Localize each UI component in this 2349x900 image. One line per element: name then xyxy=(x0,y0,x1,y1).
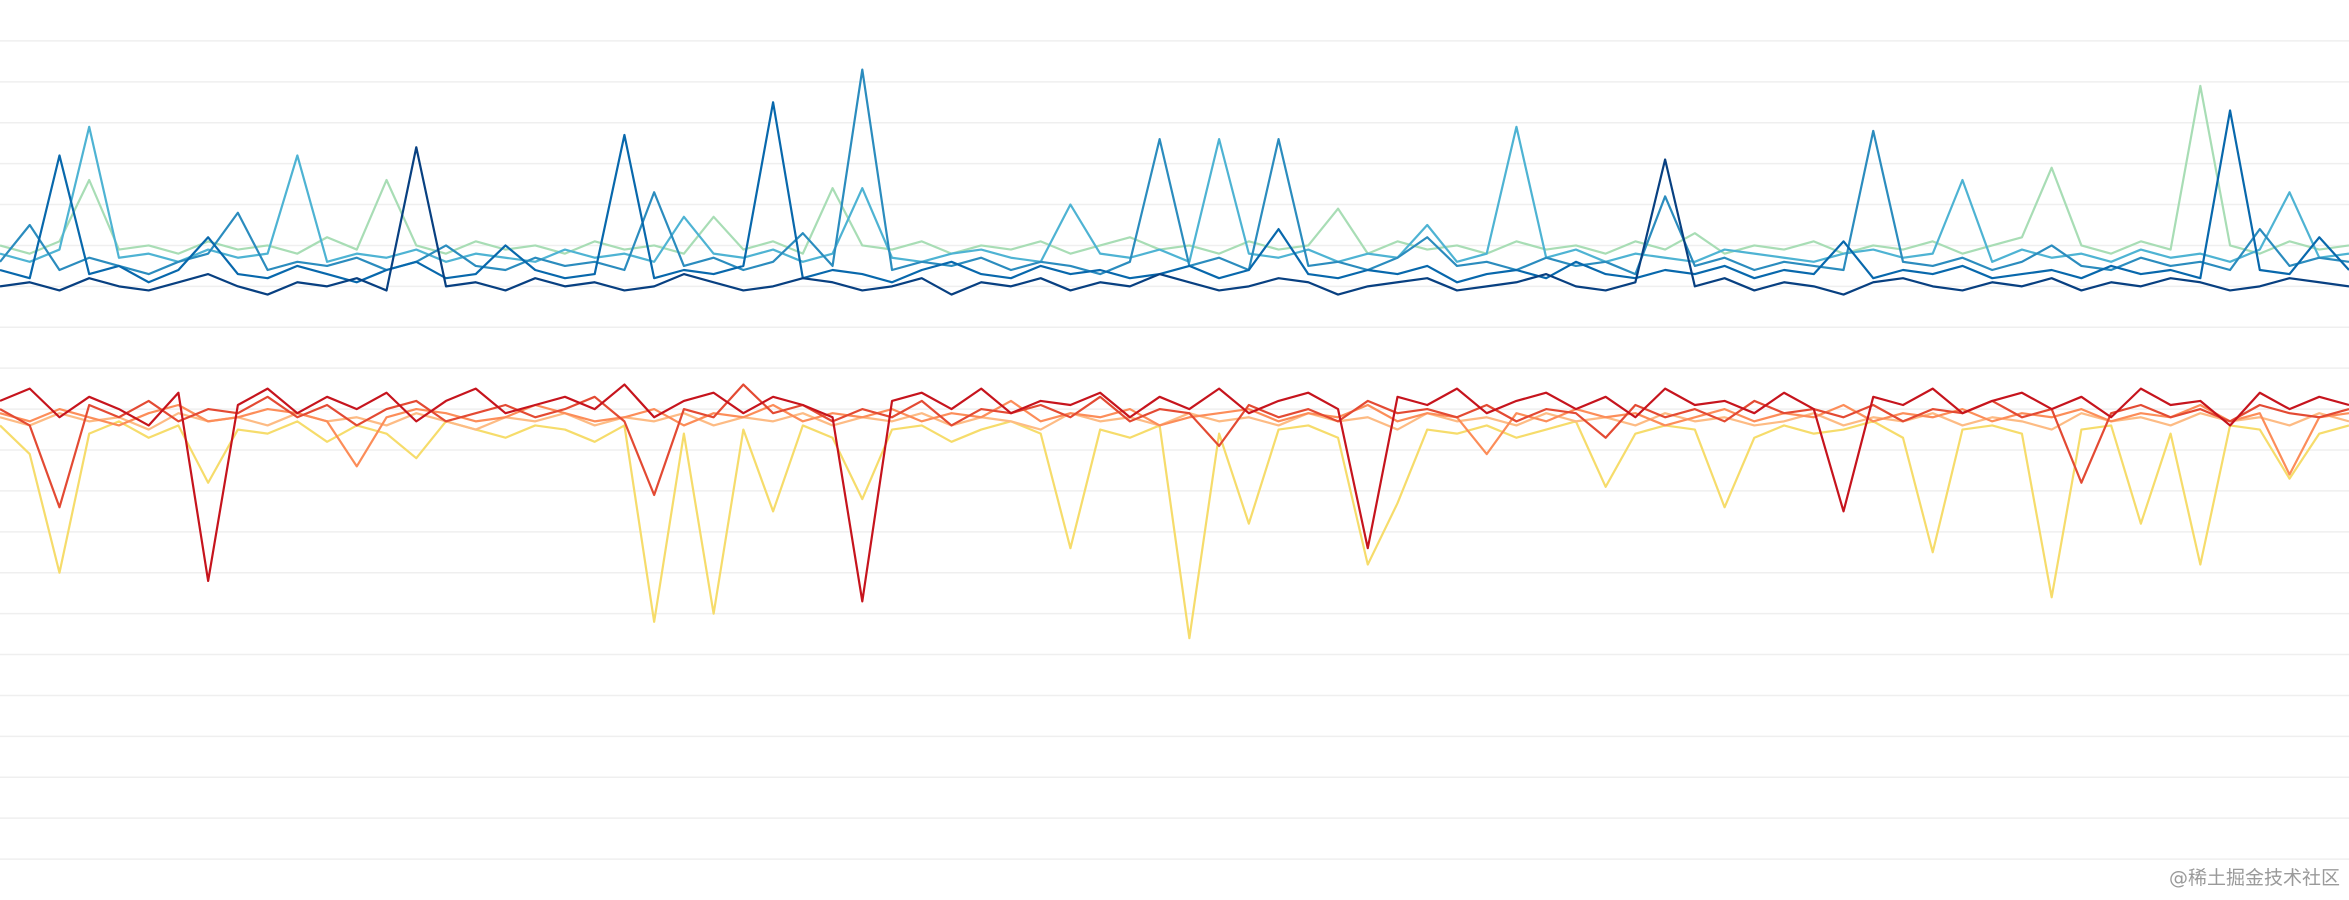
lines xyxy=(0,68,2349,640)
grid xyxy=(0,40,2349,860)
watermark: @稀土掘金技术社区 xyxy=(2169,867,2340,889)
series-line xyxy=(0,84,2349,255)
series-line xyxy=(0,412,2349,431)
series-line xyxy=(0,383,2349,603)
series-line xyxy=(0,146,2349,296)
series-line xyxy=(0,125,2349,263)
series-line xyxy=(0,383,2349,509)
series-line xyxy=(0,420,2349,640)
